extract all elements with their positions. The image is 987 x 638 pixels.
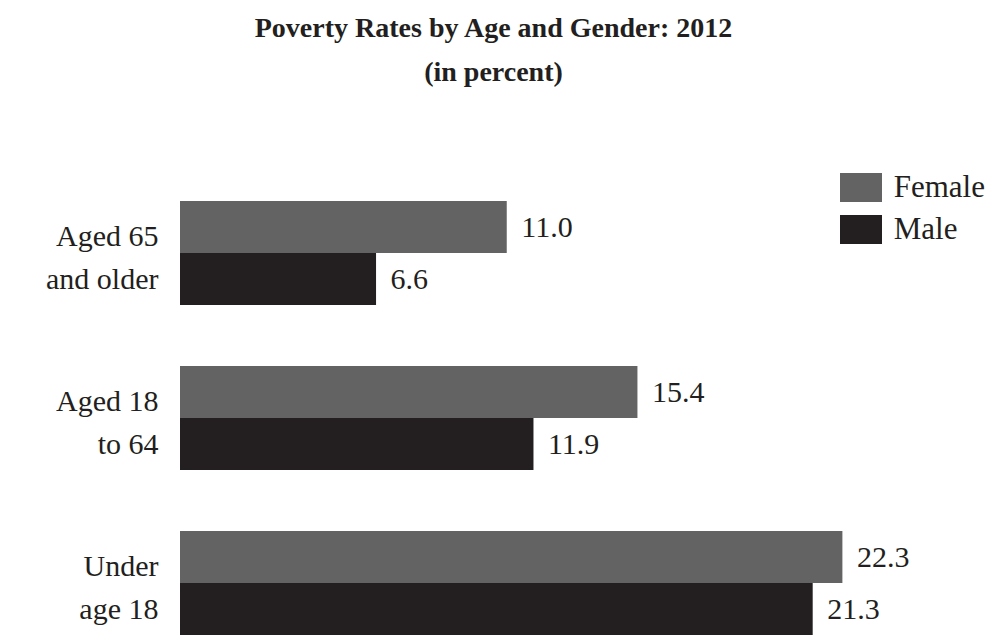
svg-text:22.3: 22.3: [857, 540, 910, 573]
html-text:Female: Female: [893, 169, 985, 204]
html-text:Poverty Rates by Age and Gende: Poverty Rates by Age and Gender: 2012: [254, 12, 733, 43]
html-text:(in percent): (in percent): [424, 56, 563, 87]
svg-text:Aged 18to 64: Aged 18to 64: [56, 384, 158, 461]
svg-text:15.4: 15.4: [652, 375, 705, 408]
svg-text:6.6: 6.6: [391, 262, 429, 295]
svg-text:Aged 65and older: Aged 65and older: [46, 219, 158, 295]
svg-text:11.9: 11.9: [548, 427, 599, 460]
svg-text:Underage 18: Underage 18: [79, 549, 158, 626]
html-text:Male: Male: [893, 211, 958, 246]
svg-text:11.0: 11.0: [521, 210, 572, 243]
svg-text:21.3: 21.3: [827, 592, 880, 625]
